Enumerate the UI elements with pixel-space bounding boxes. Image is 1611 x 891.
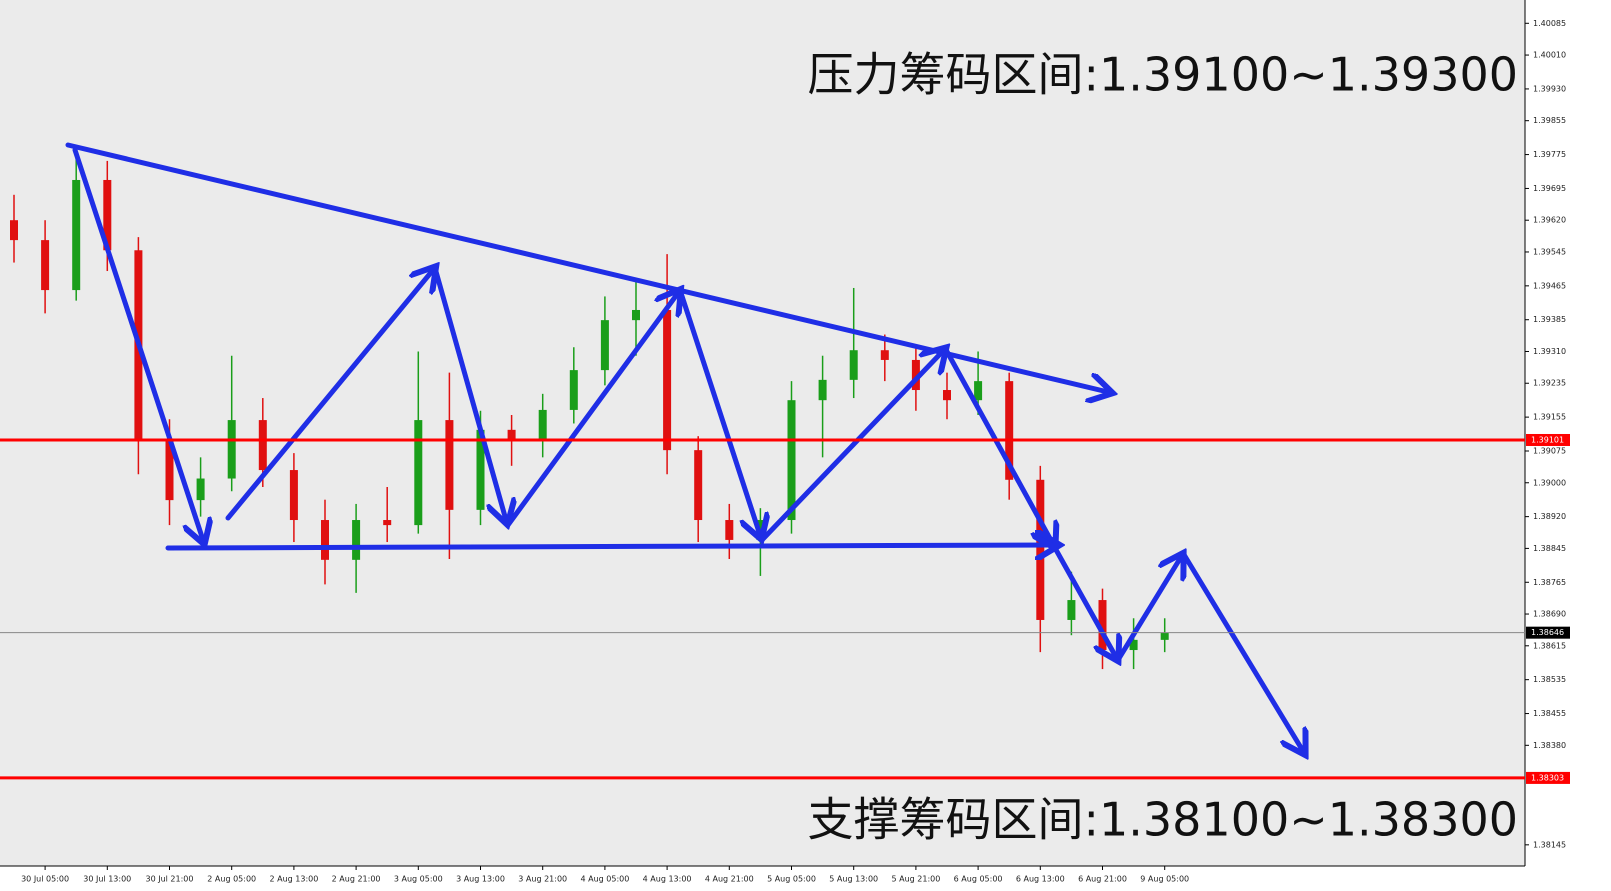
candle-body: [1005, 381, 1014, 480]
y-tick-label: 1.39930: [1533, 84, 1566, 93]
candle-body: [165, 439, 174, 501]
candle-body: [72, 179, 81, 291]
y-tick-label: 1.38145: [1533, 840, 1566, 849]
candle-body: [569, 370, 578, 410]
x-tick-label: 30 Jul 21:00: [146, 875, 194, 884]
candle-body: [258, 420, 267, 471]
x-tick-label: 3 Aug 13:00: [456, 875, 505, 884]
y-tick-label: 1.39855: [1533, 116, 1566, 125]
candle-body: [1129, 639, 1138, 651]
candle-body: [911, 359, 920, 391]
candle-body: [880, 350, 889, 360]
y-tick-label: 1.38690: [1533, 610, 1566, 619]
price-level-box: [1526, 626, 1570, 639]
candle-body: [538, 409, 547, 440]
candle-body: [600, 320, 609, 371]
y-tick-label: 1.39545: [1533, 247, 1566, 256]
y-tick-label: 1.39310: [1533, 347, 1566, 356]
y-tick-label: 1.39385: [1533, 315, 1566, 324]
y-tick-label: 1.39620: [1533, 216, 1566, 225]
price-level-label: 1.39101: [1531, 435, 1564, 444]
support-note: 支撑筹码区间:1.38100~1.38300: [808, 793, 1518, 847]
candle-body: [943, 390, 951, 401]
candle-body: [227, 420, 236, 479]
price-level-label: 1.38303: [1531, 773, 1564, 782]
price-level-box: [1526, 771, 1570, 784]
candle-body: [414, 420, 423, 526]
trend-arrows: [65, 142, 1303, 751]
candle-body: [445, 420, 454, 510]
x-tick-label: 3 Aug 05:00: [394, 875, 443, 884]
x-tick-label: 5 Aug 05:00: [767, 875, 816, 884]
x-tick-label: 4 Aug 13:00: [643, 875, 692, 884]
x-tick-label: 4 Aug 21:00: [705, 875, 754, 884]
candle-body: [818, 379, 827, 401]
y-tick-label: 1.40085: [1533, 19, 1566, 28]
candle-body: [663, 309, 672, 451]
candle-body: [352, 520, 361, 560]
candle-body: [787, 400, 796, 521]
price-level-label: 1.38646: [1531, 628, 1564, 637]
y-tick-label: 1.39000: [1533, 478, 1566, 487]
candle-body: [507, 429, 516, 440]
y-tick-label: 1.39695: [1533, 184, 1566, 193]
y-tick-label: 1.39465: [1533, 281, 1566, 290]
x-tick-label: 30 Jul 13:00: [83, 875, 131, 884]
y-tick-label: 1.39235: [1533, 379, 1566, 388]
resistance-note: 压力筹码区间:1.39100~1.39300: [808, 48, 1518, 102]
candle-body: [103, 179, 112, 251]
candle-body: [41, 240, 50, 291]
candle-body: [974, 381, 983, 401]
x-tick-label: 5 Aug 21:00: [891, 875, 940, 884]
price-level-box: [1526, 433, 1570, 446]
y-tick-label: 1.40010: [1533, 51, 1566, 60]
candle-body: [383, 520, 392, 526]
candle-body: [10, 220, 18, 241]
y-tick-label: 1.38455: [1533, 709, 1566, 718]
y-tick-label: 1.38920: [1533, 512, 1566, 521]
candle-body: [694, 450, 703, 521]
candle-body: [725, 520, 734, 540]
y-tick-label: 1.38380: [1533, 741, 1566, 750]
x-tick-label: 2 Aug 21:00: [332, 875, 381, 884]
y-tick-label: 1.39075: [1533, 446, 1566, 455]
candle-body: [1067, 600, 1076, 620]
candle-body: [321, 520, 329, 560]
y-tick-label: 1.38535: [1533, 675, 1566, 684]
x-tick-label: 2 Aug 13:00: [269, 875, 318, 884]
x-tick-label: 9 Aug 05:00: [1140, 875, 1189, 884]
candle-body: [1036, 479, 1045, 620]
y-tick-label: 1.38765: [1533, 578, 1566, 587]
candle-body: [289, 470, 298, 521]
candle-body: [849, 350, 858, 380]
x-tick-label: 4 Aug 05:00: [580, 875, 629, 884]
time-axis: [0, 866, 1525, 891]
x-tick-label: 6 Aug 05:00: [954, 875, 1003, 884]
x-tick-label: 6 Aug 21:00: [1078, 875, 1127, 884]
y-tick-label: 1.38615: [1533, 641, 1566, 650]
candle-body: [1098, 600, 1107, 651]
candle-body: [1160, 632, 1169, 640]
x-tick-label: 6 Aug 13:00: [1016, 875, 1065, 884]
candle-body: [196, 478, 205, 501]
plot-area: [0, 0, 1525, 866]
x-tick-label: 2 Aug 05:00: [207, 875, 256, 884]
candle-body: [632, 309, 640, 321]
y-tick-label: 1.39775: [1533, 150, 1566, 159]
x-tick-label: 30 Jul 05:00: [21, 875, 69, 884]
y-tick-label: 1.39155: [1533, 413, 1566, 422]
candle-body: [476, 429, 485, 510]
y-tick-label: 1.38845: [1533, 544, 1566, 553]
x-tick-label: 3 Aug 21:00: [518, 875, 567, 884]
x-tick-label: 5 Aug 13:00: [829, 875, 878, 884]
